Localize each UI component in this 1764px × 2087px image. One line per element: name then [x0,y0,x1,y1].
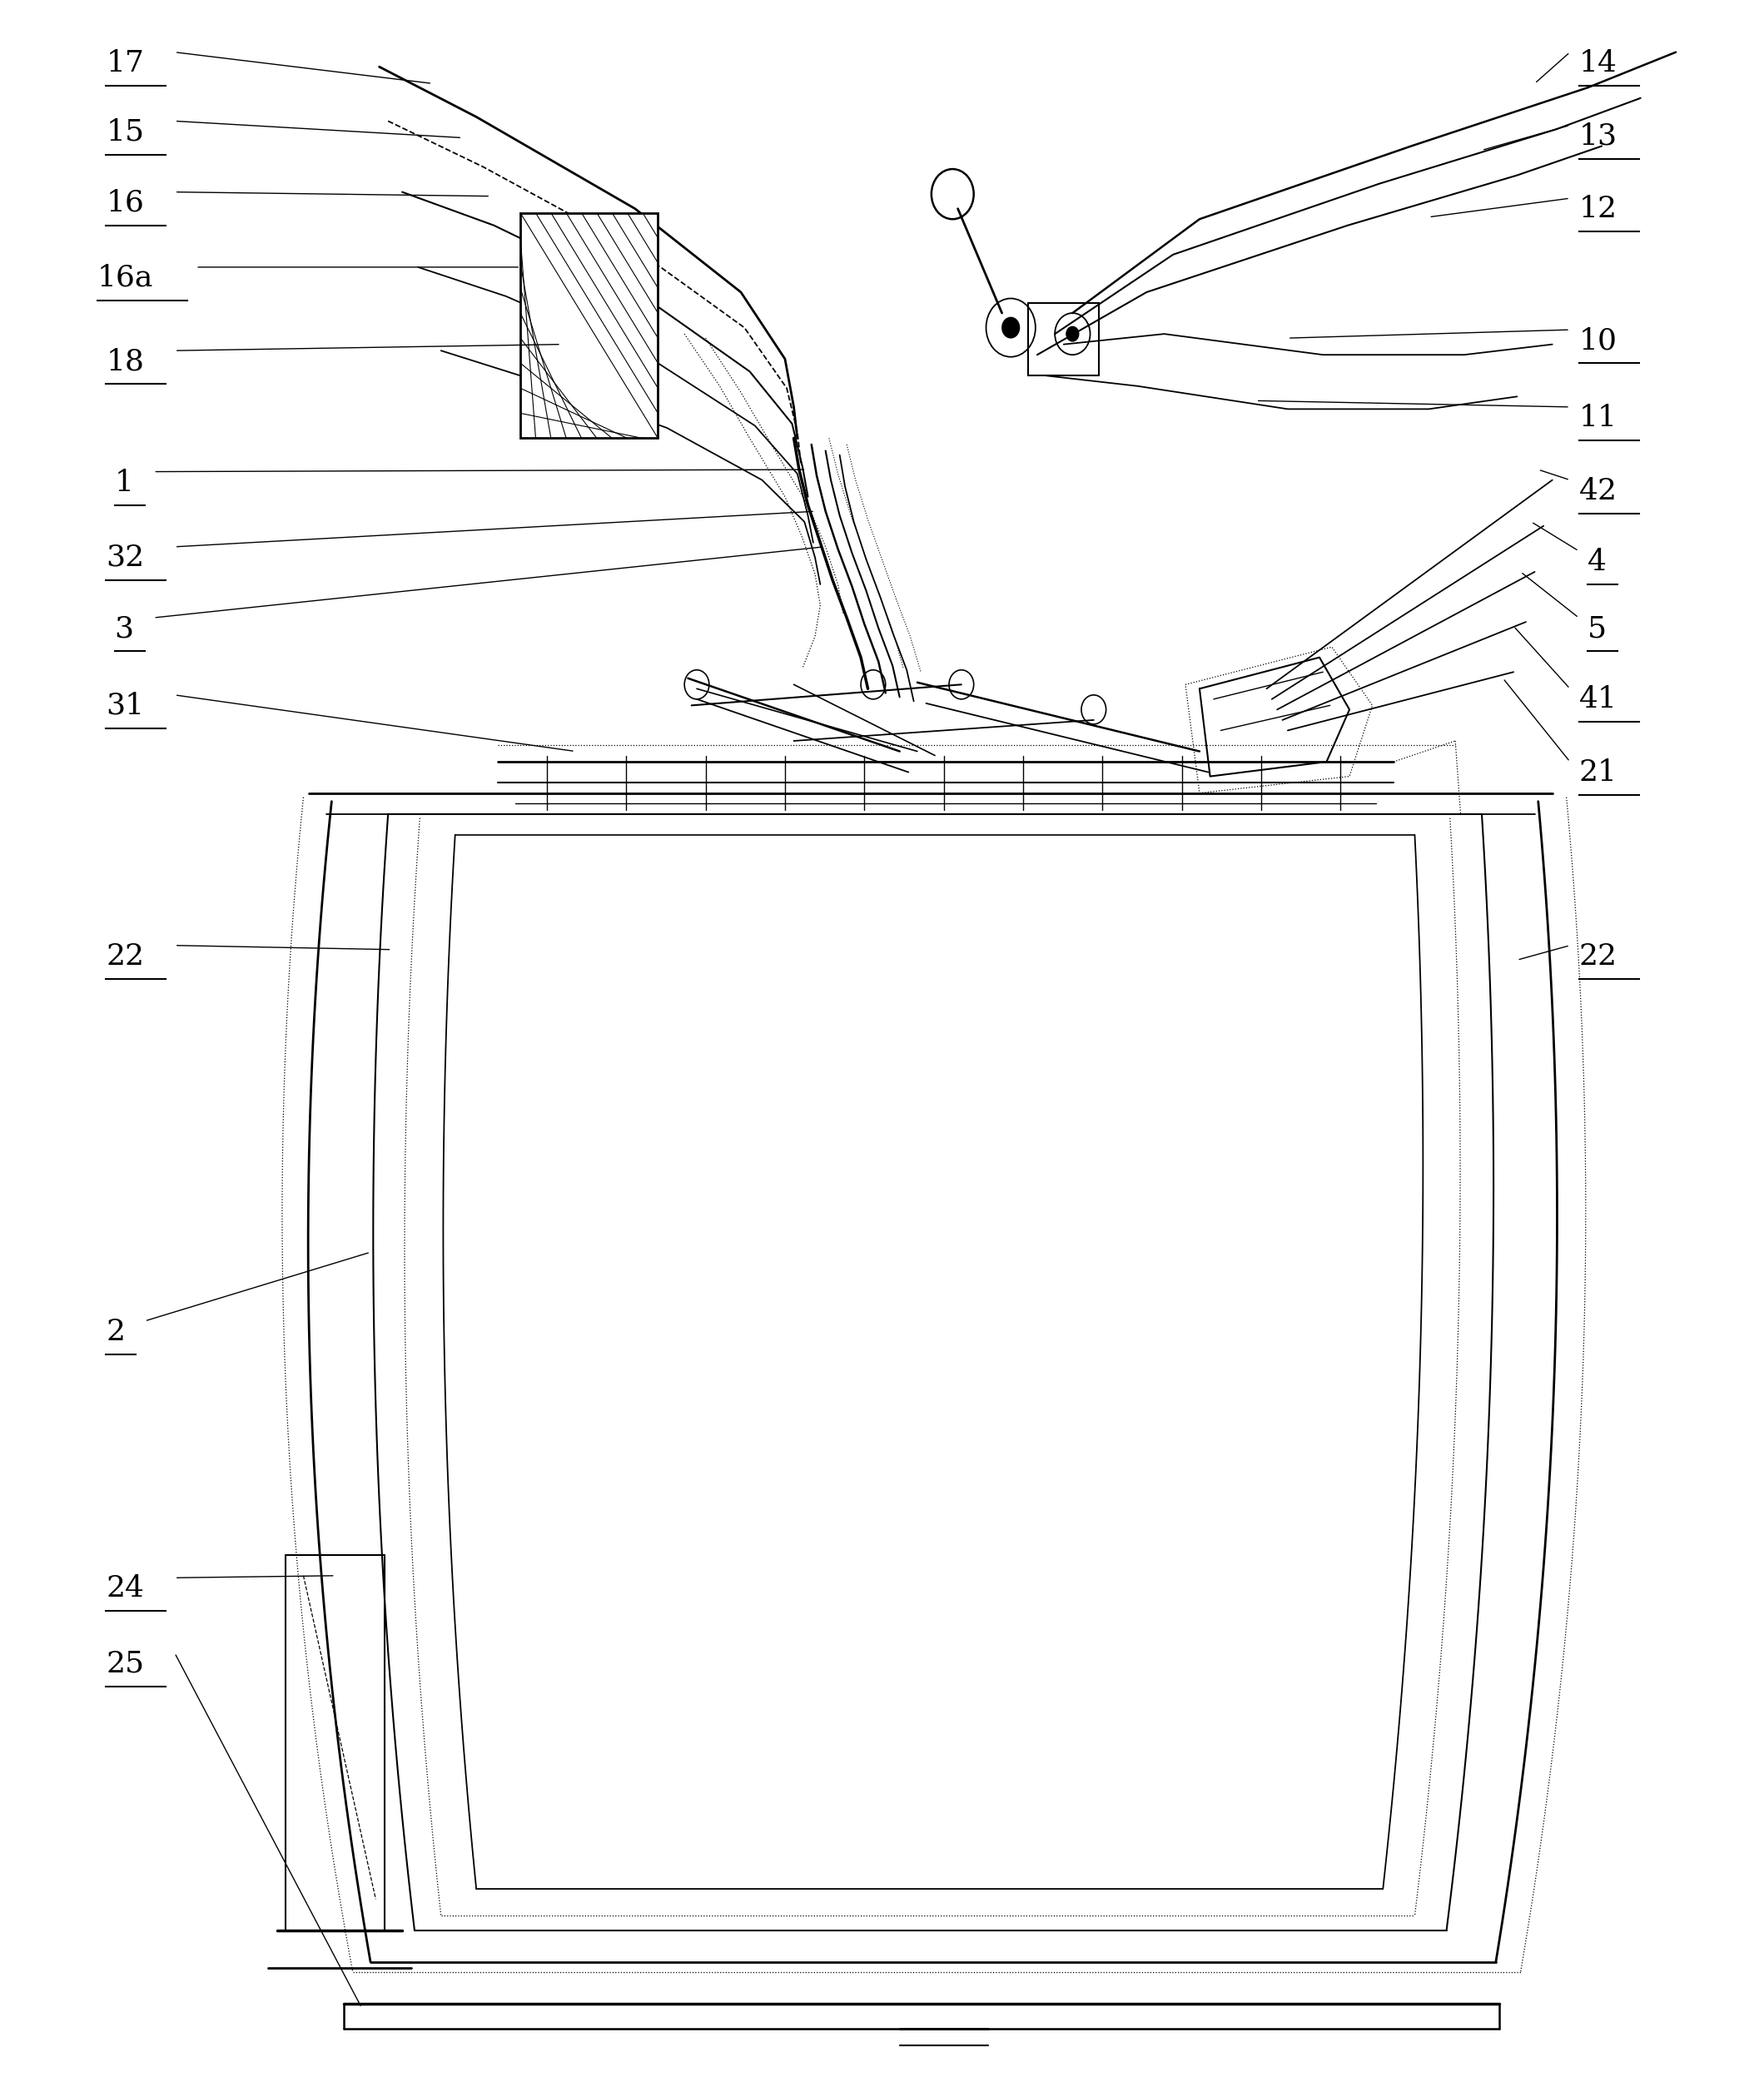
Text: 31: 31 [106,691,145,720]
Text: 16: 16 [106,188,145,217]
Text: 16a: 16a [97,263,153,292]
Circle shape [1002,317,1020,338]
Text: 17: 17 [106,48,145,77]
Circle shape [1065,326,1078,340]
Text: 22: 22 [106,941,145,970]
Text: 2: 2 [106,1317,125,1346]
Text: 41: 41 [1579,685,1618,714]
Bar [520,213,658,438]
Text: 12: 12 [1579,194,1618,223]
Text: 11: 11 [1579,403,1618,432]
Text: 14: 14 [1579,48,1618,77]
Text: 13: 13 [1579,121,1618,150]
Text: 1: 1 [115,467,134,497]
Text: 42: 42 [1579,476,1618,505]
Text: 10: 10 [1579,326,1618,355]
Text: 32: 32 [106,543,145,572]
Text: 24: 24 [106,1574,145,1603]
Text: 4: 4 [1588,547,1607,576]
Text: 25: 25 [106,1649,145,1678]
Text: 15: 15 [106,117,145,146]
Text: 3: 3 [115,614,134,643]
Text: 5: 5 [1588,614,1607,643]
Text: 22: 22 [1579,941,1618,970]
Text: 18: 18 [106,346,145,376]
Text: 21: 21 [1579,758,1618,787]
